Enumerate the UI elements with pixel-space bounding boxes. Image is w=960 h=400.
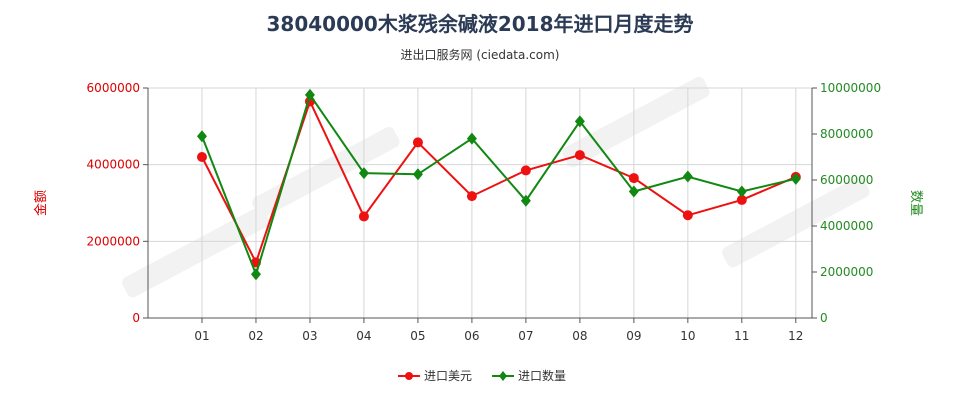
x-tick-label-02: 02 bbox=[248, 329, 263, 343]
series-line-1 bbox=[201, 92, 797, 278]
left-tick-label-1: 2000000 bbox=[87, 234, 140, 248]
series-layer bbox=[196, 88, 801, 281]
point-quantity-11 bbox=[736, 185, 747, 198]
chart-title: 38040000木浆残余碱液2018年进口月度走势 bbox=[266, 12, 694, 36]
point-amount-09 bbox=[628, 173, 639, 184]
watermark-mark-0 bbox=[252, 126, 400, 218]
x-tick-label-10: 10 bbox=[680, 329, 695, 343]
left-tick-label-0: 0 bbox=[132, 311, 140, 325]
right-tick-label-0: 0 bbox=[820, 311, 828, 325]
watermark-mark-3 bbox=[122, 206, 270, 298]
point-quantity-02 bbox=[250, 268, 261, 281]
legend-marker-1 bbox=[499, 371, 507, 381]
point-amount-01 bbox=[196, 152, 207, 162]
point-quantity-01 bbox=[196, 130, 207, 143]
point-quantity-07 bbox=[520, 194, 531, 207]
legend-label-0: 进口美元 bbox=[424, 369, 472, 383]
right-tick-label-4: 8000000 bbox=[820, 127, 873, 141]
point-amount-05 bbox=[412, 137, 423, 148]
x-tick-label-12: 12 bbox=[788, 329, 803, 343]
point-quantity-12 bbox=[790, 172, 801, 185]
legend-marker-0 bbox=[405, 372, 413, 380]
right-tick-label-5: 10000000 bbox=[820, 81, 881, 95]
x-tick-label-01: 01 bbox=[194, 329, 209, 343]
x-tick-label-04: 04 bbox=[356, 329, 371, 343]
axes-layer: 0 2000000 4000000 6000000 0 2000000 4000000 600… bbox=[33, 81, 923, 343]
x-tick-label-09: 09 bbox=[626, 329, 641, 343]
point-quantity-03 bbox=[304, 88, 315, 101]
point-quantity-04 bbox=[358, 167, 369, 180]
right-tick-label-3: 6000000 bbox=[820, 173, 873, 187]
point-quantity-10 bbox=[682, 170, 693, 183]
point-quantity-09 bbox=[628, 185, 639, 198]
point-amount-06 bbox=[466, 191, 477, 202]
right-tick-label-1: 2000000 bbox=[820, 265, 873, 279]
x-tick-label-08: 08 bbox=[572, 329, 587, 343]
right-axis-title: 数量 bbox=[908, 190, 923, 216]
point-amount-04 bbox=[358, 211, 369, 222]
left-tick-label-3: 6000000 bbox=[87, 81, 140, 95]
x-tick-label-05: 05 bbox=[410, 329, 425, 343]
point-amount-07 bbox=[520, 165, 531, 176]
x-tick-label-11: 11 bbox=[734, 329, 749, 343]
x-tick-label-07: 07 bbox=[518, 329, 533, 343]
right-tick-label-2: 4000000 bbox=[820, 219, 873, 233]
left-tick-label-2: 4000000 bbox=[87, 158, 140, 172]
point-quantity-06 bbox=[466, 132, 477, 145]
point-amount-10 bbox=[682, 210, 693, 221]
legend-label-1: 进口数量 bbox=[518, 368, 566, 383]
chart-subtitle: 进出口服务网 (ciedata.com) bbox=[400, 48, 560, 62]
point-quantity-08 bbox=[574, 115, 585, 128]
point-quantity-05 bbox=[412, 168, 423, 181]
point-amount-08 bbox=[574, 150, 585, 161]
grid-layer bbox=[148, 87, 812, 319]
x-tick-label-06: 06 bbox=[464, 329, 479, 343]
legend: 进口美元 进口数量 bbox=[398, 368, 566, 383]
point-amount-11 bbox=[736, 194, 747, 205]
left-axis-title: 金额 bbox=[33, 190, 49, 216]
x-tick-label-03: 03 bbox=[302, 329, 317, 343]
